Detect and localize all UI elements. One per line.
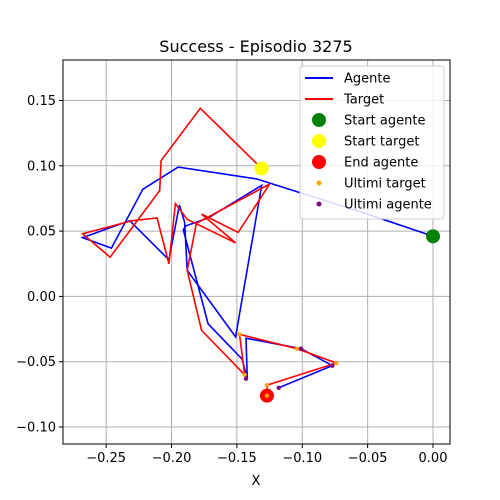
legend-dot-swatch (312, 155, 326, 169)
marker-start-agente (426, 229, 441, 244)
legend-label: Ultimi agente (344, 198, 432, 213)
point-ultimi-target (242, 372, 247, 377)
series-line-target (80, 107, 339, 396)
x-tick-label: −0.20 (152, 451, 192, 466)
marker-start-target (254, 161, 269, 176)
point-ultimi-target (334, 360, 339, 366)
x-tick-label: −0.25 (86, 451, 126, 466)
y-axis-ticks: −0.10 −0.05 0.00 0.05 0.10 0.15 (16, 94, 63, 436)
y-tick-label: −0.05 (16, 355, 56, 370)
x-tick-label: −0.05 (348, 451, 388, 466)
point-ultimi-target (237, 332, 242, 337)
x-axis-ticks: −0.25 −0.20 −0.15 −0.10 −0.05 0.00 (86, 444, 447, 466)
series-line-agente (80, 166, 434, 389)
point-ultimi-target (264, 393, 270, 398)
y-tick-label: 0.00 (27, 290, 56, 305)
legend-small-dot-swatch (316, 201, 322, 207)
point-ultimi-agente (330, 363, 335, 368)
legend-label: End agente (344, 156, 418, 171)
y-tick-label: 0.10 (27, 159, 56, 174)
x-tick-label: −0.15 (217, 451, 257, 466)
legend-dot-swatch (312, 113, 326, 127)
y-tick-label: 0.15 (27, 94, 56, 109)
point-ultimi-agente (243, 376, 249, 381)
legend-label: Agente (344, 72, 390, 87)
legend-label: Ultimi target (344, 177, 426, 192)
point-ultimi-target (264, 383, 270, 388)
point-ultimi-target (294, 346, 300, 351)
point-ultimi-agente (276, 385, 281, 391)
x-axis-label: X (252, 474, 261, 489)
legend-label: Target (343, 93, 384, 108)
legend-label: Start target (344, 135, 419, 150)
x-tick-label: 0.00 (419, 451, 448, 466)
plot-frame (62, 59, 451, 445)
legend-label: Start agente (344, 114, 425, 129)
x-tick-label: −0.10 (282, 451, 322, 466)
chart-title: Success - Episodio 3275 (159, 37, 352, 56)
point-ultimi-agente (298, 346, 304, 351)
legend-small-dot-swatch (316, 180, 322, 186)
legend-box (299, 65, 445, 220)
y-tick-label: 0.05 (27, 225, 56, 240)
markers (237, 161, 441, 403)
y-tick-label: −0.10 (16, 421, 56, 436)
legend: Agente Target Start agente Start target End … (299, 65, 445, 220)
legend-dot-swatch (312, 134, 326, 148)
series-lines (80, 107, 434, 396)
